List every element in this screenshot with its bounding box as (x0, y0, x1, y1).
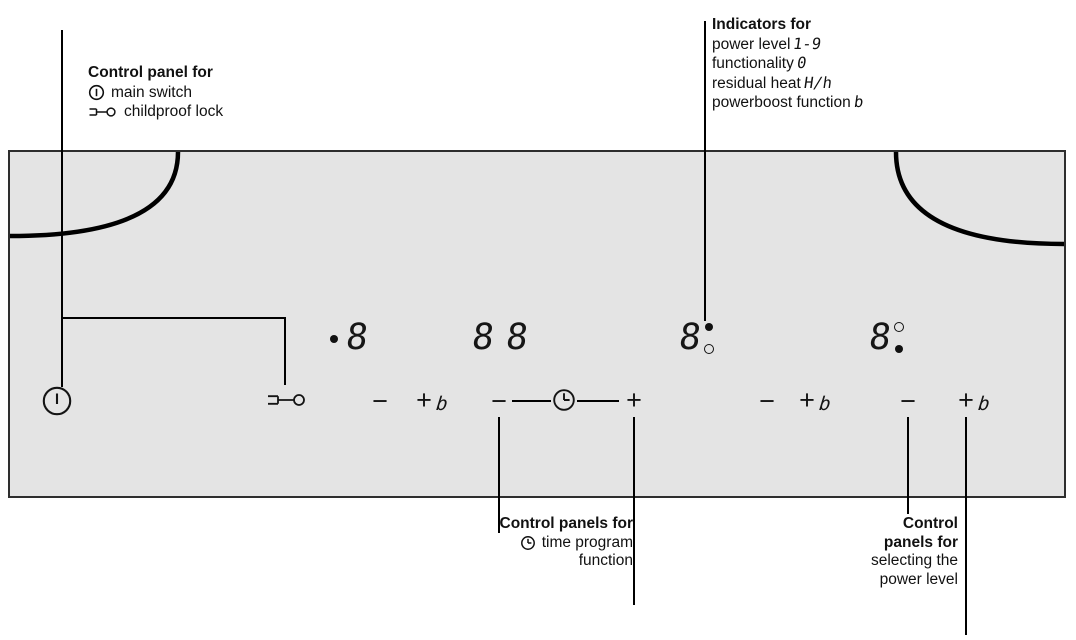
annotation-bottom-center: Control panels for time program function (400, 515, 633, 571)
main-switch-button[interactable] (40, 384, 74, 418)
time-program-label: time program (541, 533, 633, 551)
main-switch-icon (40, 384, 74, 418)
main-switch-label: main switch (111, 83, 192, 101)
leader-line-childproof-drop (284, 317, 286, 385)
power-level-select-label-1: selecting the (870, 552, 958, 569)
timer-minus-button[interactable]: − (491, 385, 507, 416)
right-zone1-plus-button[interactable]: + (799, 384, 815, 415)
timer-clock-icon (520, 535, 536, 551)
right-zone2-minus-button[interactable]: − (900, 385, 916, 416)
power-level-glyph: 1-9 (792, 34, 823, 53)
annotation-title: Indicators for (712, 16, 812, 33)
leader-line-childproof-branch (61, 317, 285, 319)
indicator-dot-filled-icon (895, 345, 903, 353)
right-zone1-powerboost-label[interactable]: b (818, 393, 832, 415)
leader-line-main-switch (61, 30, 63, 387)
main-switch-legend-row: main switch (88, 84, 223, 103)
indicator-dot-open-icon (894, 322, 904, 332)
functionality-legend: functionality 0 (712, 54, 808, 72)
residual-heat-legend: residual heat H/h (712, 73, 834, 92)
functionality-glyph: 0 (795, 54, 808, 72)
left-zone-minus-button[interactable]: − (372, 385, 388, 416)
childproof-lock-label: childproof lock (124, 103, 224, 120)
leader-line-power-minus (907, 417, 909, 514)
annotation-bottom-right: Control panels for selecting the power l… (750, 515, 958, 589)
time-program-label-2: function (578, 552, 633, 569)
right-zone2-powerboost-label[interactable]: b (977, 393, 991, 415)
indicator-dot-filled-icon (330, 335, 338, 343)
power-level-legend: power level 1-9 (712, 34, 823, 53)
annotation-top-left: Control panel for main switch childproof… (88, 64, 223, 122)
residual-heat-glyph: H/h (802, 73, 834, 92)
childproof-lock-button[interactable] (266, 392, 308, 408)
timer-connector-line-left (512, 400, 551, 402)
cooking-zone-arcs (10, 152, 1064, 496)
annotation-title-line2: panels for (883, 533, 958, 551)
indicator-dot-open-icon (704, 344, 714, 354)
main-switch-icon (88, 84, 105, 101)
childproof-lock-icon (88, 106, 118, 118)
annotation-title: Control panel for (88, 64, 213, 81)
timer-plus-button[interactable]: + (626, 384, 642, 415)
timer-button[interactable] (551, 387, 577, 413)
childproof-lock-legend-row: childproof lock (88, 103, 223, 122)
leader-line-indicators (704, 21, 706, 321)
leader-line-power-plus (965, 417, 967, 635)
left-zone-plus-button[interactable]: + (416, 384, 432, 415)
childproof-lock-icon (266, 392, 308, 408)
timer-connector-line-right (577, 400, 619, 402)
right-zone1-minus-button[interactable]: − (759, 385, 775, 416)
powerboost-glyph: b (852, 93, 865, 111)
left-cooking-zone-arc (10, 152, 178, 236)
annotation-title-line1: Control (902, 515, 958, 532)
leader-line-timer-minus (498, 417, 500, 533)
annotation-top-right: Indicators for power level 1-9 functional… (712, 16, 865, 113)
indicator-dot-filled-icon (705, 323, 713, 331)
control-panel-surface (8, 150, 1066, 498)
leader-line-timer-plus (633, 417, 635, 605)
timer-clock-icon (551, 387, 577, 413)
power-level-select-label-2: power level (879, 570, 958, 588)
time-program-legend-row: time program (400, 534, 633, 553)
powerboost-legend: powerboost function b (712, 93, 865, 111)
right-cooking-zone-arc (896, 152, 1064, 244)
annotation-title: Control panels for (499, 515, 633, 532)
right-zone2-plus-button[interactable]: + (958, 384, 974, 415)
left-zone-powerboost-label[interactable]: b (435, 393, 449, 415)
